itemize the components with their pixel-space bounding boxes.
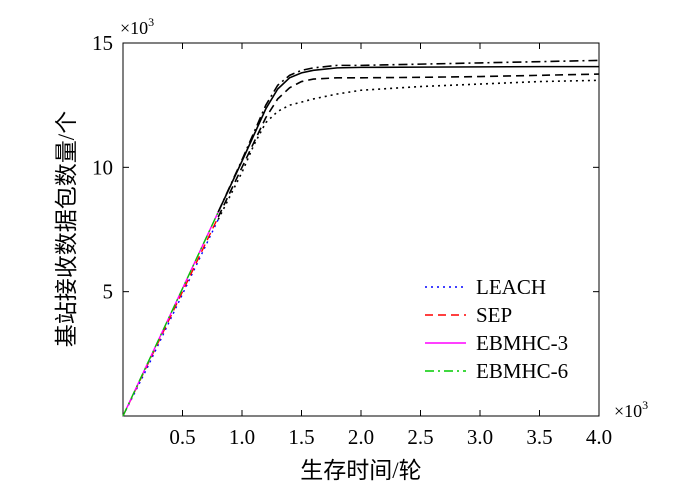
y-multiplier-base: ×10: [120, 18, 148, 38]
legend-label-leach: LEACH: [476, 275, 546, 299]
x-tick-label: 0.5: [169, 425, 195, 449]
x-multiplier-exponent: 3: [642, 398, 648, 412]
series-line-start-ebmhc-3: [122, 211, 219, 417]
y-axis-multiplier: ×103: [120, 15, 154, 38]
plot-area: [122, 42, 600, 417]
legend-label-ebmhc-6: EBMHC-6: [476, 359, 568, 383]
y-multiplier-exponent: 3: [148, 15, 154, 29]
x-tick-label: 1.5: [288, 425, 314, 449]
legend: LEACH SEP EBMHC-3 EBMHC-6: [425, 275, 568, 383]
x-tick-label: 3.5: [526, 425, 552, 449]
y-tick-label: 15: [92, 31, 113, 55]
series-line-start-sep: [122, 216, 219, 417]
series-line-ebmhc-3: [217, 65, 599, 213]
series-line-start-leach: [122, 219, 219, 417]
series-line-leach: [217, 79, 600, 220]
y-axis-label: 基站接收数据包数量/个: [54, 111, 79, 347]
series-line-ebmhc-6: [217, 59, 600, 213]
series-layer: [122, 59, 600, 417]
x-tick-label: 2.0: [348, 425, 374, 449]
x-tick-label: 1.0: [229, 425, 255, 449]
series-line-sep: [217, 73, 600, 218]
x-tick-label: 2.5: [407, 425, 433, 449]
x-axis-label: 生存时间/轮: [300, 458, 421, 483]
y-tick-label: 5: [103, 280, 114, 304]
legend-label-sep: SEP: [476, 303, 512, 327]
x-axis-multiplier: ×103: [614, 398, 648, 421]
legend-label-ebmhc-3: EBMHC-3: [476, 331, 568, 355]
x-multiplier-base: ×10: [614, 401, 642, 421]
x-tick-label: 3.0: [467, 425, 493, 449]
ticks-layer: 0.5 1.0 1.5 2.0 2.5 3.0 3.5 4.0 5 10 15: [92, 31, 612, 449]
y-tick-label: 10: [92, 155, 113, 179]
x-tick-label: 4.0: [586, 425, 612, 449]
